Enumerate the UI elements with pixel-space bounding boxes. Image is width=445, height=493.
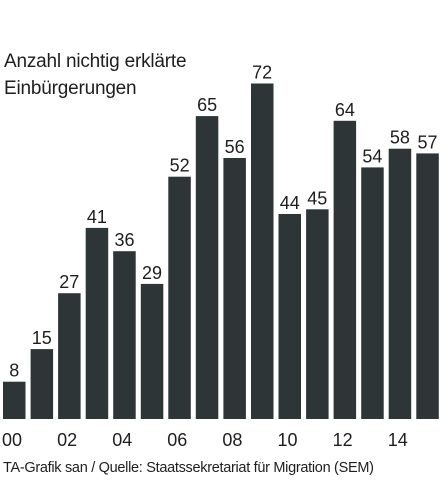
x-tick-label-04: 04 [112, 430, 132, 450]
bar-15 [416, 153, 439, 419]
bar-06 [168, 176, 191, 419]
value-label-05: 29 [142, 263, 162, 283]
bar-11 [306, 209, 329, 419]
bar-10 [278, 214, 301, 419]
bar-08 [223, 158, 246, 419]
value-label-03: 41 [87, 207, 107, 227]
value-label-11: 45 [307, 188, 327, 208]
bar-04 [113, 251, 136, 419]
value-label-08: 56 [225, 137, 245, 157]
x-tick-label-10: 10 [278, 430, 298, 450]
bar-09 [251, 83, 274, 419]
value-label-07: 65 [197, 95, 217, 115]
bar-02 [58, 293, 81, 419]
x-tick-label-00: 00 [2, 430, 22, 450]
x-tick-label-08: 08 [222, 430, 242, 450]
value-labels-group: 8 15 27 41 36 29 52 65 56 72 44 45 64 54 58 57 [9, 63, 437, 381]
value-label-00: 8 [9, 361, 19, 381]
bar-01 [30, 349, 54, 419]
x-tick-label-12: 12 [333, 430, 353, 450]
bar-05 [140, 283, 164, 419]
x-tick-label-02: 02 [57, 430, 77, 450]
bars-group [3, 83, 439, 420]
value-label-04: 36 [114, 230, 134, 250]
bar-00 [3, 381, 26, 419]
chart-title: Anzahl nichtig erklärte Einbürgerungen [4, 51, 187, 99]
bar-13 [361, 167, 384, 419]
value-label-10: 44 [280, 193, 300, 213]
value-label-13: 54 [362, 146, 382, 166]
x-tick-label-06: 06 [167, 430, 187, 450]
bar-07 [195, 116, 219, 419]
value-label-06: 52 [170, 156, 190, 176]
value-label-15: 57 [417, 132, 437, 152]
x-tick-label-14: 14 [388, 430, 408, 450]
source-note: TA-Grafik san / Quelle: Staatssekretaria… [3, 460, 374, 476]
bar-14 [388, 148, 412, 419]
value-label-09: 72 [252, 63, 272, 83]
bar-03 [85, 227, 109, 419]
bar-12 [333, 120, 357, 420]
value-label-02: 27 [59, 272, 79, 292]
value-label-14: 58 [390, 128, 410, 148]
bar-chart: 8 15 27 41 36 29 52 65 56 72 44 45 64 54 58 57 00 02 04 06… [2, 63, 439, 450]
value-label-12: 64 [335, 100, 355, 120]
x-tick-labels-group: 00 02 04 06 08 10 12 14 [2, 430, 408, 450]
value-label-01: 15 [32, 328, 52, 348]
